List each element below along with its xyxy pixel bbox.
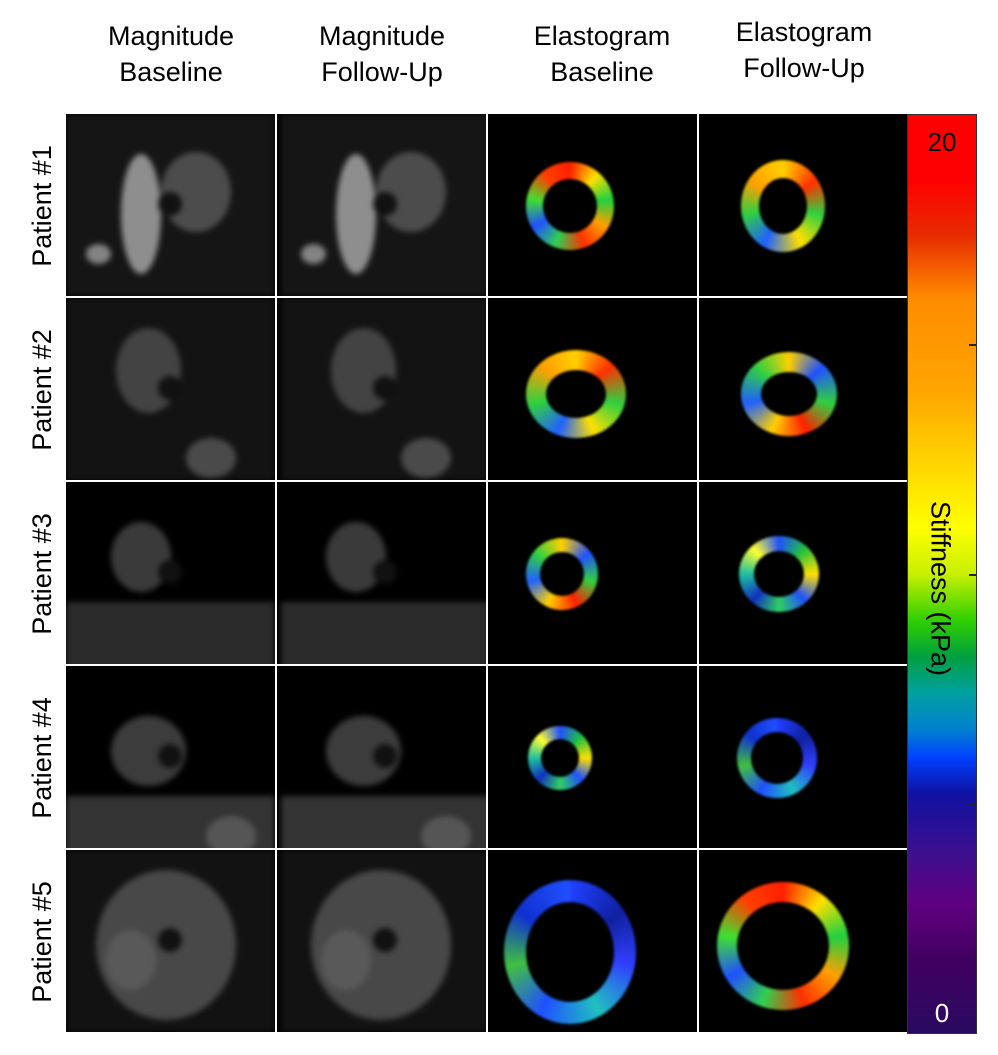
magnitude-image <box>66 482 275 664</box>
magnitude-content <box>277 298 486 480</box>
ventricle-cavity <box>158 192 182 216</box>
header-line: Magnitude <box>107 21 235 51</box>
ventricle-cavity <box>373 192 397 216</box>
anatomy-blob <box>301 244 326 264</box>
column-header: Magnitude Follow-Up <box>277 18 487 90</box>
magnitude-image <box>66 850 275 1032</box>
ventricle-cavity <box>373 376 397 400</box>
elastogram-image <box>699 666 908 848</box>
anatomy-blob <box>281 602 486 664</box>
elastogram-image <box>488 850 697 1032</box>
header-line: Magnitude <box>318 21 446 51</box>
row-label: Patient #4 <box>27 697 57 819</box>
anatomy-blob <box>336 154 376 274</box>
column-header: Elastogram Follow-Up <box>699 14 909 86</box>
ventricle-cavity <box>546 370 606 418</box>
anatomy-blob <box>121 154 161 274</box>
magnitude-content <box>66 666 275 848</box>
elastogram-image <box>488 666 697 848</box>
ventricle-cavity <box>543 179 597 233</box>
ventricle-cavity <box>541 739 579 777</box>
stiffness-ring <box>741 160 825 252</box>
stiffness-ring <box>526 350 626 438</box>
elastogram-image <box>488 298 697 480</box>
stiffness-ring <box>717 882 849 1010</box>
colorbar-tick <box>969 803 976 805</box>
anatomy-blob <box>206 816 256 848</box>
stiffness-ring <box>526 162 614 250</box>
colorbar-min-label: 0 <box>934 998 950 1028</box>
stiffness-ring <box>737 718 817 798</box>
colorbar-tick <box>969 344 976 346</box>
anatomy-blob <box>421 816 471 848</box>
ventricle-cavity <box>751 732 803 784</box>
ventricle-cavity <box>158 928 182 952</box>
magnitude-image <box>66 666 275 848</box>
magnitude-image <box>277 850 486 1032</box>
ventricle-cavity <box>158 376 182 400</box>
colorbar: 20 0 <box>907 114 977 1034</box>
anatomy-blob <box>106 930 156 990</box>
stiffness-ring <box>526 538 598 610</box>
ventricle-cavity <box>373 744 397 768</box>
ventricle-cavity <box>754 551 804 597</box>
image-grid <box>66 114 909 1034</box>
elastogram-image <box>699 482 908 664</box>
row-label: Patient #1 <box>27 145 57 267</box>
ventricle-cavity <box>158 560 182 584</box>
row-label: Patient #5 <box>27 881 57 1003</box>
magnitude-image <box>277 114 486 296</box>
ventricle-cavity <box>373 560 397 584</box>
colorbar-title: Stiffness (kPa) <box>925 500 956 677</box>
magnitude-content <box>277 850 486 1032</box>
magnitude-image <box>277 298 486 480</box>
elastogram-image <box>699 114 908 296</box>
magnitude-image <box>66 114 275 296</box>
colorbar-max-label: 20 <box>927 127 957 157</box>
header-line: Follow-Up <box>743 53 865 83</box>
colorbar-tick <box>969 574 976 576</box>
column-header: Magnitude Baseline <box>66 18 276 90</box>
header-line: Follow-Up <box>321 57 443 87</box>
header-line: Baseline <box>550 57 654 87</box>
elastogram-image <box>488 114 697 296</box>
magnitude-content <box>66 850 275 1032</box>
anatomy-blob <box>66 602 275 664</box>
anatomy-blob <box>401 438 451 478</box>
elastogram-image <box>699 298 908 480</box>
magnitude-content <box>66 482 275 664</box>
header-line: Baseline <box>119 57 223 87</box>
magnitude-content <box>277 482 486 664</box>
magnitude-image <box>66 298 275 480</box>
elastogram-image <box>699 850 908 1032</box>
ventricle-cavity <box>373 928 397 952</box>
stiffness-ring <box>504 880 636 1024</box>
ventricle-cavity <box>526 902 614 1002</box>
anatomy-blob <box>186 438 236 478</box>
magnitude-content <box>66 298 275 480</box>
column-header: Elastogram Baseline <box>497 18 707 90</box>
header-line: Elastogram <box>735 17 873 47</box>
stiffness-ring <box>741 352 837 436</box>
anatomy-blob <box>321 930 371 990</box>
magnitude-content <box>277 666 486 848</box>
ventricle-cavity <box>158 744 182 768</box>
row-label: Patient #3 <box>27 513 57 635</box>
row-label: Patient #2 <box>27 329 57 451</box>
header-line: Elastogram <box>533 21 671 51</box>
elastogram-image <box>488 482 697 664</box>
magnitude-image <box>277 482 486 664</box>
magnitude-content <box>66 114 275 296</box>
ventricle-cavity <box>737 902 829 990</box>
stiffness-ring <box>739 536 819 612</box>
magnitude-image <box>277 666 486 848</box>
ventricle-cavity <box>761 372 817 416</box>
ventricle-cavity <box>759 178 807 234</box>
magnitude-content <box>277 114 486 296</box>
anatomy-blob <box>86 244 111 264</box>
ventricle-cavity <box>540 552 584 596</box>
stiffness-ring <box>528 726 592 790</box>
